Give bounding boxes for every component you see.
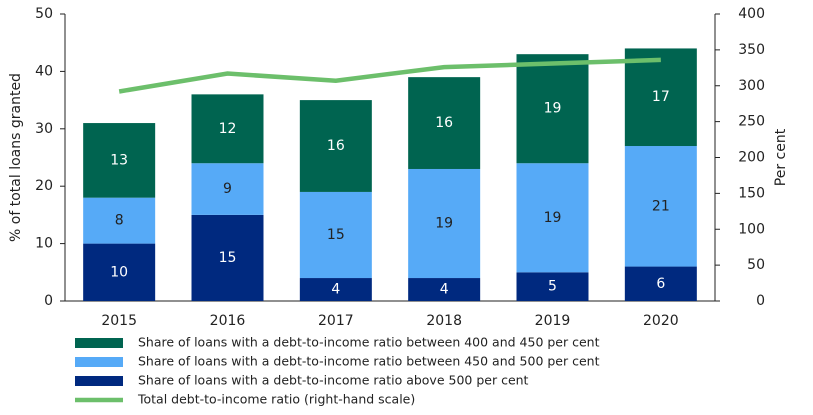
- bar-segment: [624, 146, 697, 267]
- x-tick-label: 2016: [210, 313, 246, 329]
- bar-segment: [516, 54, 589, 164]
- legend-swatch: [75, 338, 123, 348]
- data-label: 17: [652, 89, 670, 105]
- x-tick-label: 2019: [535, 313, 571, 329]
- legend-label: Total debt-to-income ratio (right-hand s…: [137, 392, 415, 407]
- bar-segment: [83, 243, 156, 301]
- y2-tick-label: 50: [747, 257, 765, 273]
- y-axis-label: % of total loans granted: [8, 73, 24, 242]
- y2-tick-label: 250: [738, 114, 765, 130]
- data-label: 19: [544, 210, 562, 226]
- legend-label: Share of loans with a debt-to-income rat…: [138, 335, 600, 350]
- y2-tick-label: 200: [738, 150, 765, 166]
- bar-segment: [83, 123, 156, 198]
- x-tick-label: 2015: [101, 313, 137, 329]
- legend-label: Share of loans with a debt-to-income rat…: [138, 354, 600, 369]
- x-tick-label: 2017: [318, 313, 354, 329]
- data-label: 4: [440, 282, 449, 298]
- y-tick-label: 40: [35, 63, 53, 79]
- bar-segment: [408, 278, 481, 301]
- data-label: 19: [435, 216, 453, 232]
- data-label: 10: [110, 264, 128, 280]
- bar-segment: [191, 94, 264, 164]
- y-tick-label: 20: [35, 178, 53, 194]
- bar-segment: [191, 163, 264, 215]
- data-label: 5: [548, 279, 557, 295]
- y2-axis-label: Per cent: [773, 128, 789, 186]
- y2-tick-label: 400: [738, 6, 765, 22]
- y2-tick-label: 300: [738, 78, 765, 94]
- bar-segment: [408, 77, 481, 169]
- data-label: 12: [219, 121, 237, 137]
- bar-segment: [191, 214, 264, 301]
- data-label: 4: [331, 282, 340, 298]
- data-label: 16: [327, 138, 345, 154]
- line: [118, 57, 661, 94]
- y-tick-label: 10: [35, 236, 53, 252]
- legend-swatch: [75, 376, 123, 386]
- data-label: 21: [652, 198, 670, 214]
- y-tick-label: 50: [35, 6, 53, 22]
- bar-segment: [624, 48, 697, 147]
- data-label: 16: [435, 115, 453, 131]
- bar-segment: [299, 100, 372, 192]
- x-tick-label: 2018: [426, 313, 462, 329]
- bar-segment: [516, 163, 589, 273]
- bar-segment: [299, 278, 372, 301]
- data-label: 8: [115, 213, 124, 229]
- data-label: 9: [223, 181, 232, 197]
- y-tick-label: 30: [35, 121, 53, 137]
- y-tick-label: 0: [44, 293, 53, 309]
- y2-tick-label: 350: [738, 42, 765, 58]
- bar-segment: [299, 191, 372, 279]
- bar-segment: [624, 266, 697, 301]
- y2-tick-label: 100: [738, 221, 765, 237]
- x-tick-label: 2020: [643, 313, 679, 329]
- y2-tick-label: 150: [738, 185, 765, 201]
- data-label: 15: [219, 250, 237, 266]
- y2-tick-label: 0: [756, 293, 765, 309]
- data-label: 19: [544, 101, 562, 117]
- bar-segment: [516, 272, 589, 301]
- data-label: 13: [110, 152, 128, 168]
- legend-label: Share of loans with a debt-to-income rat…: [138, 373, 529, 388]
- legend-swatch: [75, 357, 123, 367]
- data-label: 15: [327, 227, 345, 243]
- bar-segment: [83, 197, 156, 244]
- bar-segment: [408, 168, 481, 279]
- data-label: 6: [656, 276, 665, 292]
